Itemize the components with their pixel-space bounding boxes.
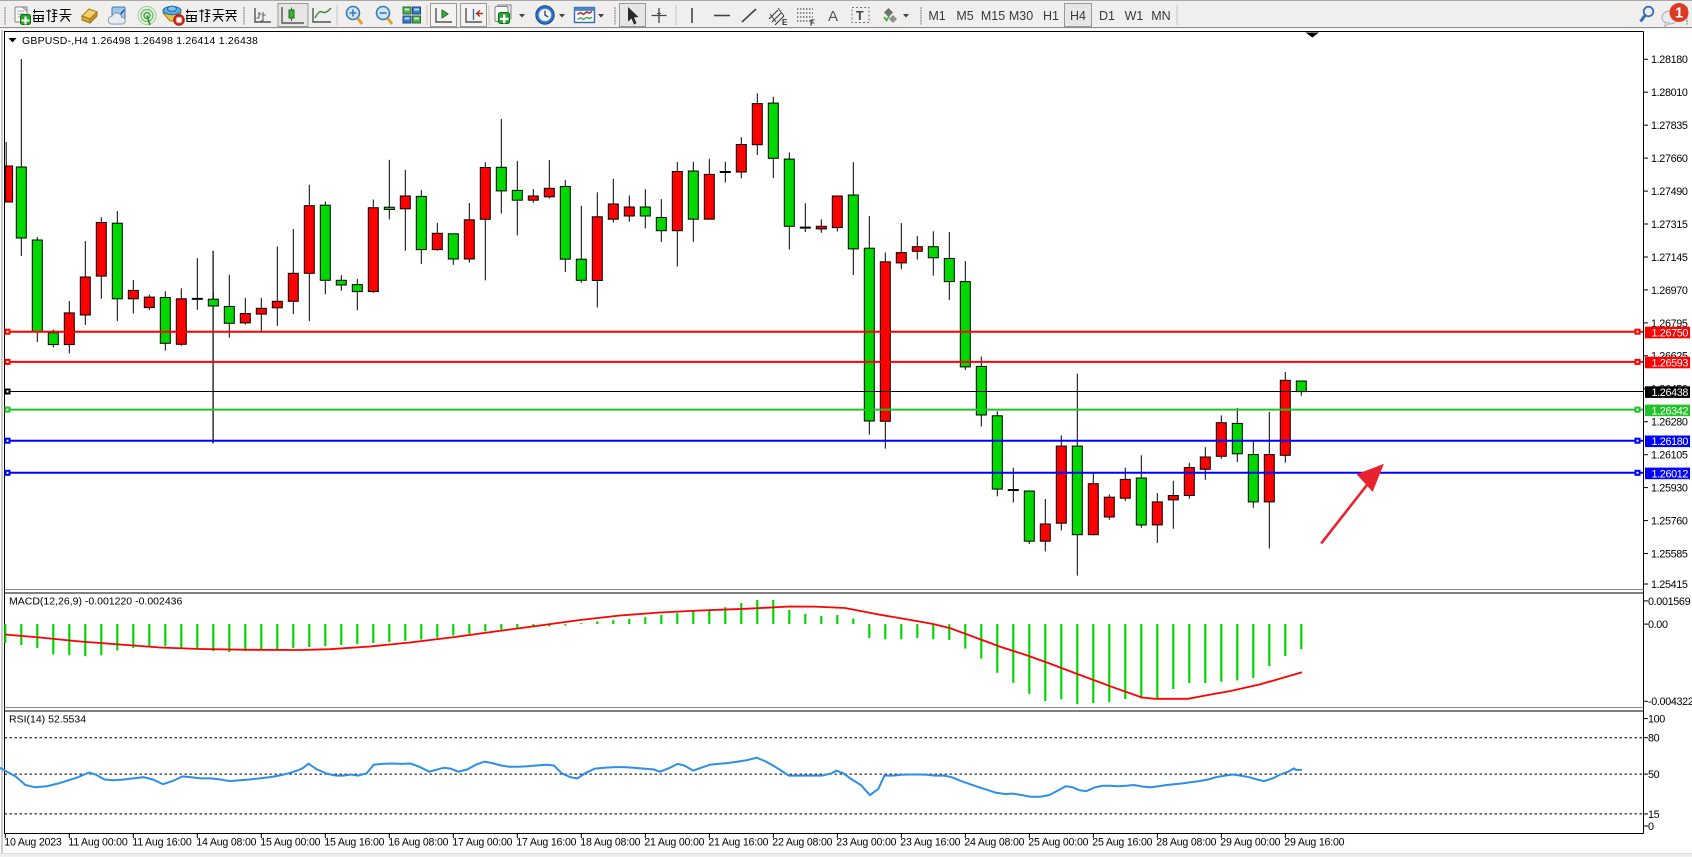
svg-text:MN: MN xyxy=(1151,9,1170,23)
svg-text:18 Aug 08:00: 18 Aug 08:00 xyxy=(580,837,640,849)
svg-text:10 Aug 2023: 10 Aug 2023 xyxy=(4,837,62,849)
svg-text:W1: W1 xyxy=(1125,9,1144,23)
svg-text:0.001569: 0.001569 xyxy=(1648,596,1691,608)
svg-text:0.00: 0.00 xyxy=(1648,619,1668,631)
svg-text:M15: M15 xyxy=(981,9,1005,23)
svg-text:0: 0 xyxy=(1648,821,1654,833)
svg-text:T: T xyxy=(856,9,864,23)
svg-text:25 Aug 16:00: 25 Aug 16:00 xyxy=(1092,837,1152,849)
svg-text:21 Aug 16:00: 21 Aug 16:00 xyxy=(708,837,768,849)
svg-text:1.26593: 1.26593 xyxy=(1652,357,1689,369)
svg-text:22 Aug 08:00: 22 Aug 08:00 xyxy=(772,837,832,849)
svg-text:1.26012: 1.26012 xyxy=(1652,468,1689,480)
svg-text:23 Aug 16:00: 23 Aug 16:00 xyxy=(900,837,960,849)
svg-text:1: 1 xyxy=(1675,6,1683,22)
svg-text:1.28010: 1.28010 xyxy=(1651,87,1688,99)
svg-text:1.26180: 1.26180 xyxy=(1652,436,1689,448)
svg-text:29 Aug 00:00: 29 Aug 00:00 xyxy=(1220,837,1280,849)
svg-text:25 Aug 00:00: 25 Aug 00:00 xyxy=(1028,837,1088,849)
svg-text:1.25415: 1.25415 xyxy=(1651,579,1688,591)
svg-text:H1: H1 xyxy=(1043,9,1059,23)
svg-text:50: 50 xyxy=(1648,769,1660,781)
svg-text:1.27490: 1.27490 xyxy=(1651,186,1688,198)
svg-text:1.27315: 1.27315 xyxy=(1651,219,1688,231)
svg-text:M1: M1 xyxy=(928,9,945,23)
svg-text:16 Aug 08:00: 16 Aug 08:00 xyxy=(388,837,448,849)
svg-text:1.27660: 1.27660 xyxy=(1651,153,1688,165)
svg-text:1.26438: 1.26438 xyxy=(1652,387,1689,399)
svg-text:15: 15 xyxy=(1648,809,1660,821)
svg-text:1.25760: 1.25760 xyxy=(1651,516,1688,528)
svg-text:A: A xyxy=(828,8,838,25)
svg-text:1.25585: 1.25585 xyxy=(1651,548,1688,560)
svg-text:28 Aug 08:00: 28 Aug 08:00 xyxy=(1156,837,1216,849)
svg-text:1.26750: 1.26750 xyxy=(1652,327,1689,339)
svg-text:29 Aug 16:00: 29 Aug 16:00 xyxy=(1284,837,1344,849)
svg-text:1.26970: 1.26970 xyxy=(1651,285,1688,297)
svg-text:GBPUSD-,H4 1.26498 1.26498 1.: GBPUSD-,H4 1.26498 1.26498 1.26414 1.264… xyxy=(22,35,258,47)
svg-text:1.26280: 1.26280 xyxy=(1651,417,1688,429)
svg-text:15 Aug 00:00: 15 Aug 00:00 xyxy=(260,837,320,849)
svg-text:23 Aug 00:00: 23 Aug 00:00 xyxy=(836,837,896,849)
svg-text:15 Aug 16:00: 15 Aug 16:00 xyxy=(324,837,384,849)
svg-text:F: F xyxy=(810,19,815,28)
svg-text:1.27835: 1.27835 xyxy=(1651,120,1688,132)
svg-text:M5: M5 xyxy=(956,9,973,23)
svg-text:MACD(12,26,9) -0.001220 -0.002: MACD(12,26,9) -0.001220 -0.002436 xyxy=(9,596,183,608)
svg-text:M30: M30 xyxy=(1009,9,1033,23)
svg-text:H4: H4 xyxy=(1070,9,1086,23)
svg-text:11 Aug 16:00: 11 Aug 16:00 xyxy=(132,837,192,849)
svg-text:D1: D1 xyxy=(1099,9,1115,23)
svg-text:21 Aug 00:00: 21 Aug 00:00 xyxy=(644,837,704,849)
svg-text:-0.004322: -0.004322 xyxy=(1648,696,1692,708)
svg-text:1.26105: 1.26105 xyxy=(1651,450,1688,462)
svg-text:24 Aug 08:00: 24 Aug 08:00 xyxy=(964,837,1024,849)
svg-text:17 Aug 00:00: 17 Aug 00:00 xyxy=(452,837,512,849)
svg-text:11 Aug 00:00: 11 Aug 00:00 xyxy=(68,837,128,849)
svg-text:100: 100 xyxy=(1648,714,1665,726)
svg-text:1.27145: 1.27145 xyxy=(1651,252,1688,264)
svg-text:80: 80 xyxy=(1648,733,1660,745)
svg-text:1.25930: 1.25930 xyxy=(1651,483,1688,495)
svg-text:E: E xyxy=(782,18,788,27)
svg-text:1.26342: 1.26342 xyxy=(1652,405,1689,417)
svg-text:17 Aug 16:00: 17 Aug 16:00 xyxy=(516,837,576,849)
svg-text:14 Aug 08:00: 14 Aug 08:00 xyxy=(196,837,256,849)
svg-text:RSI(14) 52.5534: RSI(14) 52.5534 xyxy=(9,714,86,726)
svg-text:1.28180: 1.28180 xyxy=(1651,54,1688,66)
